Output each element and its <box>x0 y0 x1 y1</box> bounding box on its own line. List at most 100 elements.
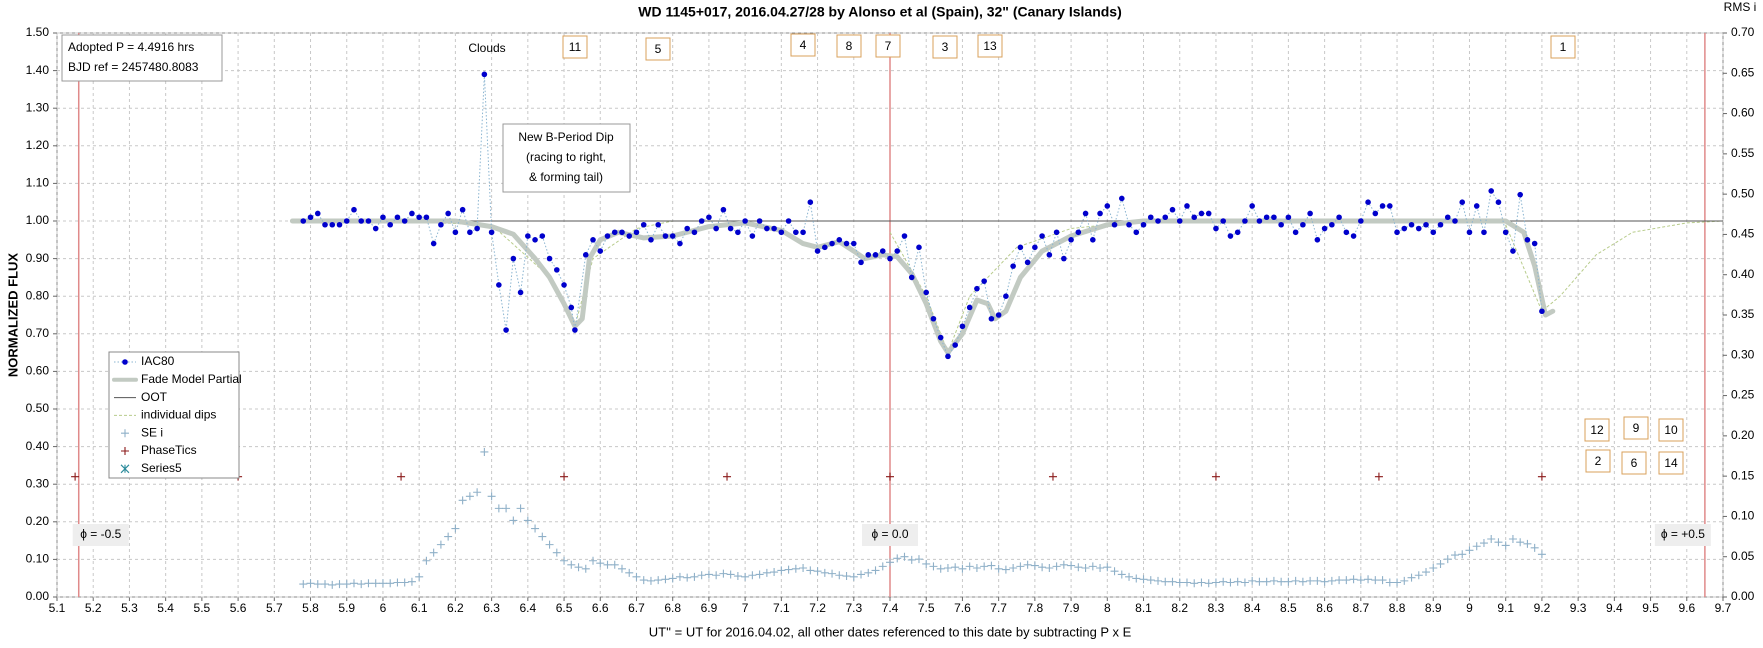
data-point <box>1306 576 1315 585</box>
data-point <box>864 568 873 577</box>
dip-label: 4 <box>790 33 816 57</box>
dip-label: 14 <box>1658 451 1684 475</box>
data-point <box>1255 577 1264 586</box>
dip-label-box <box>1621 451 1647 475</box>
x-tick-label: 8.1 <box>1135 601 1152 615</box>
x-tick-label: 6.3 <box>483 601 500 615</box>
x-tick-label: 8.5 <box>1280 601 1297 615</box>
data-point <box>655 221 662 228</box>
data-point <box>387 221 394 228</box>
data-point <box>799 563 808 572</box>
data-point <box>458 496 467 505</box>
data-point <box>1458 550 1467 559</box>
data-point <box>972 563 981 572</box>
data-point <box>661 575 670 584</box>
data-point <box>793 229 799 236</box>
data-point <box>1436 559 1445 568</box>
x-tick-label: 9.5 <box>1642 601 1659 615</box>
dip-label-text: 14 <box>1664 456 1678 470</box>
data-point <box>393 578 402 587</box>
x-tick-label: 5.9 <box>338 601 355 615</box>
data-point <box>1314 237 1321 243</box>
data-point <box>886 558 894 567</box>
x-tick-label: 9 <box>1466 601 1473 615</box>
data-point <box>1307 210 1313 217</box>
phase-label-text: ϕ = -0.5 <box>80 527 121 541</box>
data-point <box>1277 577 1286 586</box>
data-point <box>1211 578 1220 587</box>
data-point <box>299 580 308 589</box>
x-tick-label: 9.4 <box>1606 601 1623 615</box>
data-point <box>850 240 857 247</box>
data-point <box>1088 562 1097 571</box>
data-point <box>698 218 705 224</box>
data-point <box>1465 546 1474 555</box>
data-point <box>307 214 314 221</box>
data-point <box>959 323 966 330</box>
x-tick-label: 6.1 <box>411 601 428 615</box>
data-point <box>1233 577 1242 586</box>
x-tick-label: 7.1 <box>773 601 790 615</box>
phase-label-box <box>72 524 129 546</box>
legend-label: OOT <box>141 390 168 404</box>
dip-label: 8 <box>836 34 862 58</box>
data-point <box>879 248 886 254</box>
data-point <box>1248 576 1257 585</box>
data-point <box>560 556 569 565</box>
y-tick-label: 0.20 <box>26 514 50 528</box>
data-point <box>1408 221 1415 228</box>
data-point <box>532 237 538 243</box>
data-point <box>835 571 844 580</box>
data-point <box>1016 562 1025 571</box>
data-point <box>546 255 553 262</box>
data-point <box>423 214 430 221</box>
data-point <box>1198 210 1205 217</box>
data-point <box>444 532 453 541</box>
data-point <box>755 570 764 579</box>
data-point <box>1517 191 1523 198</box>
data-point <box>1291 576 1300 585</box>
data-point <box>690 572 699 581</box>
data-point <box>1168 577 1177 586</box>
x-tick-label: 6.8 <box>664 601 681 615</box>
dip-label: 5 <box>645 37 671 61</box>
dip-label: 9 <box>1623 416 1649 440</box>
data-point <box>619 229 625 236</box>
data-point <box>800 229 806 236</box>
x-tick-label: 7 <box>742 601 749 615</box>
data-point <box>1342 576 1351 585</box>
data-point <box>981 278 987 284</box>
data-point <box>756 218 763 224</box>
dip-label-text: 7 <box>885 39 892 53</box>
data-point <box>654 576 663 585</box>
data-point <box>494 504 503 513</box>
data-point <box>843 240 850 247</box>
data-point <box>1226 578 1235 587</box>
data-point <box>329 221 336 228</box>
data-point <box>1466 229 1473 236</box>
data-point <box>901 233 908 239</box>
data-point <box>1081 563 1090 572</box>
data-point <box>1126 221 1132 228</box>
data-point <box>807 199 814 205</box>
x-tick-label: 8.2 <box>1171 601 1188 615</box>
data-point <box>401 218 408 224</box>
data-point <box>531 524 540 533</box>
data-point <box>438 221 444 228</box>
data-point <box>474 225 480 232</box>
y-tick-label: 0.10 <box>26 552 50 566</box>
data-point <box>371 579 380 588</box>
y-tick-label: 1.50 <box>26 25 50 39</box>
data-point <box>525 233 531 239</box>
x-tick-label: 8.3 <box>1208 601 1225 615</box>
data-point <box>980 562 989 571</box>
y2-tick-label: 0.35 <box>1731 307 1755 321</box>
data-point <box>335 580 344 589</box>
x-tick-label: 5.3 <box>121 601 138 615</box>
y-axis-title: NORMALIZED FLUX <box>5 253 20 378</box>
data-point <box>974 285 980 292</box>
data-point <box>1414 571 1423 580</box>
data-point <box>633 229 640 236</box>
data-point <box>596 559 605 568</box>
